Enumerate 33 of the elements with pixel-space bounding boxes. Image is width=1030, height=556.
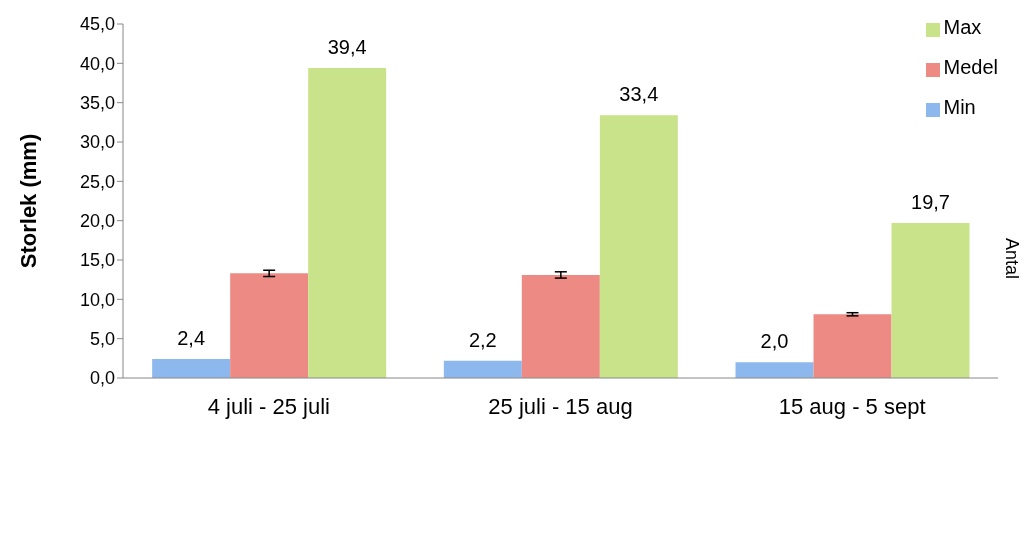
y-tick-label: 30,0: [79, 132, 115, 153]
data-label: 2,4: [177, 327, 206, 350]
legend-label: Min: [943, 96, 976, 118]
bar: [521, 274, 600, 378]
legend-label: Medel: [943, 56, 998, 78]
bar: [443, 360, 522, 378]
y-tick-label: 35,0: [79, 93, 115, 114]
bar: [735, 362, 814, 378]
y-tick-label: 0,0: [89, 368, 115, 389]
bar: [308, 68, 387, 378]
data-label: 39,4: [327, 36, 367, 59]
y-tick-label: 5,0: [89, 329, 115, 350]
bar: [230, 273, 309, 378]
bar: [152, 359, 231, 378]
y-tick-label: 15,0: [79, 250, 115, 271]
data-label: 19,7: [911, 191, 950, 214]
y2-axis-title: Antal: [1001, 238, 1022, 280]
data-label: 2,0: [760, 330, 789, 353]
y-tick-label: 10,0: [79, 289, 115, 310]
data-label: 2,2: [468, 328, 497, 351]
legend-label: Max: [943, 16, 982, 38]
y-axis-title: Storlek (mm): [15, 133, 41, 269]
x-tick-label: 15 aug - 5 sept: [778, 393, 926, 419]
x-tick-label: 25 juli - 15 aug: [488, 393, 633, 419]
y-tick-label: 20,0: [79, 211, 115, 232]
y-tick-label: 45,0: [79, 14, 115, 35]
y-tick-label: 40,0: [79, 53, 115, 74]
y-tick-label: 25,0: [79, 171, 115, 192]
bar: [813, 314, 892, 378]
bar: [891, 223, 970, 378]
bar: [599, 115, 678, 378]
x-tick-label: 4 juli - 25 juli: [207, 393, 330, 419]
data-label: 33,4: [619, 83, 659, 106]
